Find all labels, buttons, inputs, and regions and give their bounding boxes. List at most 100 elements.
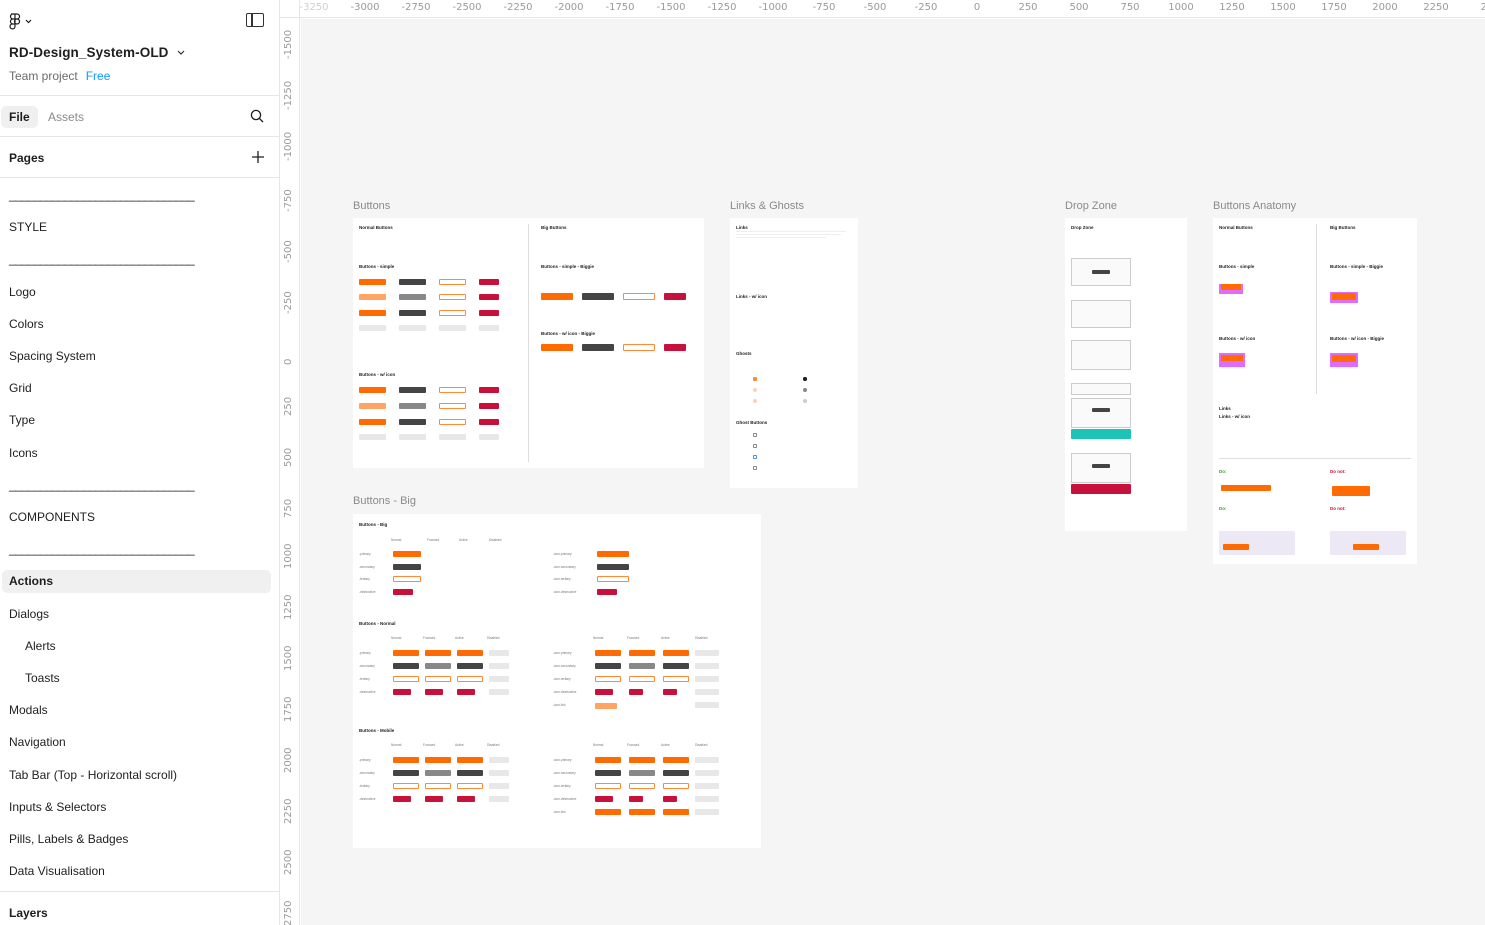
ruler-tick-label: 750 xyxy=(283,498,294,518)
sample-button xyxy=(663,783,689,789)
sample-button xyxy=(439,387,466,393)
sample-button xyxy=(425,689,443,695)
sample-button xyxy=(695,663,719,669)
design-canvas[interactable]: Buttons Normal Buttons Big Buttons Butto… xyxy=(301,19,1485,925)
file-header: RD-Design_System-OLD Team project Free xyxy=(0,0,279,96)
row-label: -icon-primary xyxy=(553,552,572,556)
page-item-alerts[interactable]: Alerts xyxy=(25,638,56,653)
frame-label-buttons[interactable]: Buttons xyxy=(353,200,391,212)
tab-assets[interactable]: Assets xyxy=(48,110,85,124)
sample-button xyxy=(664,344,686,351)
col-header: Disabled xyxy=(695,743,708,747)
sample-button xyxy=(457,770,483,776)
file-title[interactable]: RD-Design_System-OLD xyxy=(9,45,169,60)
search-icon[interactable] xyxy=(250,109,264,123)
big-buttons-heading: Big Buttons xyxy=(541,225,567,230)
ruler-tick-label: -250 xyxy=(914,2,938,13)
page-divider: ______________________________ xyxy=(9,188,195,202)
page-item-logo[interactable]: Logo xyxy=(9,284,36,299)
toggle-sidebar-icon[interactable] xyxy=(246,13,264,27)
page-item-toasts[interactable]: Toasts xyxy=(25,671,60,685)
page-item-actions[interactable]: Actions xyxy=(2,570,271,594)
add-page-plus-icon[interactable] xyxy=(251,150,265,164)
row-label: -icon-secondary xyxy=(553,771,576,775)
ruler-tick-label: -1500 xyxy=(283,29,294,59)
sample-button xyxy=(399,434,426,440)
page-item-spacing-system[interactable]: Spacing System xyxy=(9,349,96,363)
sample-button xyxy=(425,663,451,669)
sample-button xyxy=(393,551,421,557)
frame-label-drop-zone[interactable]: Drop Zone xyxy=(1065,200,1117,212)
page-item-navigation[interactable]: Navigation xyxy=(9,735,66,750)
page-item-type[interactable]: Type xyxy=(9,413,36,428)
page-item-components[interactable]: COMPONENTS xyxy=(9,510,96,524)
page-divider: ______________________________ xyxy=(9,252,195,267)
frame-links-ghosts[interactable]: Links Links - w/ icon Ghosts Ghost Butto… xyxy=(730,218,858,488)
sample-button xyxy=(479,403,499,409)
sample-button xyxy=(399,310,426,316)
sample-button xyxy=(695,702,719,708)
file-menu-chevron-icon[interactable] xyxy=(177,50,185,56)
frame-drop-zone[interactable]: Drop Zone xyxy=(1065,218,1187,531)
sample-button xyxy=(1092,270,1110,274)
col-header: Active xyxy=(661,636,670,640)
row-label: -tertiary xyxy=(359,784,370,788)
page-item-modals[interactable]: Modals xyxy=(9,703,48,718)
section-big-heading: Buttons - Big xyxy=(359,522,388,527)
sample-button xyxy=(457,650,483,656)
sample-button xyxy=(1221,355,1243,361)
drop-zone-heading: Drop Zone xyxy=(1071,225,1094,230)
anatomy-icon-biggie-heading: Buttons - w/ icon - Biggie xyxy=(1330,336,1384,341)
sample-button xyxy=(629,809,655,815)
ruler-tick-label: -2000 xyxy=(554,2,584,13)
anatomy-links-heading: Links xyxy=(1219,406,1231,411)
sample-button xyxy=(1223,544,1249,550)
ghost-icon xyxy=(753,433,757,437)
page-item-pills-labels-badges[interactable]: Pills, Labels & Badges xyxy=(9,832,129,846)
plan-badge[interactable]: Free xyxy=(85,69,111,83)
frame-label-buttons-anatomy[interactable]: Buttons Anatomy xyxy=(1213,200,1297,212)
sample-button xyxy=(457,663,483,669)
main-menu-button[interactable] xyxy=(9,12,41,30)
success-toast-sample xyxy=(1071,429,1131,439)
layers-title: Layers xyxy=(9,906,48,920)
frame-label-buttons-big[interactable]: Buttons - Big xyxy=(353,495,416,507)
frame-buttons[interactable]: Normal Buttons Big Buttons Buttons - sim… xyxy=(353,218,704,468)
page-item-icons[interactable]: Icons xyxy=(9,445,38,460)
page-item-tab-bar-top-horizontal-scroll[interactable]: Tab Bar (Top - Horizontal scroll) xyxy=(9,767,178,782)
do-heading-2: Do: xyxy=(1219,506,1227,511)
sample-button xyxy=(457,783,483,789)
sample-button xyxy=(629,757,655,763)
frame-label-links-ghosts[interactable]: Links & Ghosts xyxy=(730,200,804,212)
frame-divider xyxy=(1219,458,1411,459)
tab-file[interactable]: File xyxy=(1,106,38,128)
col-header: Normal xyxy=(593,636,604,640)
col-header: Disabled xyxy=(487,636,500,640)
page-item-style[interactable]: STYLE xyxy=(9,220,48,235)
ruler-tick-label: -250 xyxy=(283,291,294,314)
page-item-grid[interactable]: Grid xyxy=(9,381,32,396)
pages-title: Pages xyxy=(9,151,45,165)
page-item-colors[interactable]: Colors xyxy=(9,316,44,331)
page-item-dialogs[interactable]: Dialogs xyxy=(9,606,50,621)
row-label: -icon-destructive xyxy=(553,589,577,594)
page-item-inputs-selectors[interactable]: Inputs & Selectors xyxy=(9,799,107,814)
sample-button xyxy=(663,757,689,763)
frame-buttons-anatomy[interactable]: Normal Buttons Big Buttons Buttons - sim… xyxy=(1213,218,1417,564)
ruler-tick-label: -750 xyxy=(283,189,294,212)
buttons-w-icon-biggie-heading: Buttons - w/ icon - Biggie xyxy=(541,331,595,336)
ruler-tick-label: 2750 xyxy=(283,900,294,925)
sample-button xyxy=(663,650,689,656)
sample-button xyxy=(439,434,466,440)
frame-buttons-big[interactable]: Buttons - Big Buttons - Normal Buttons -… xyxy=(353,514,761,848)
page-item-data-visualisation[interactable]: Data Visualisation xyxy=(9,864,105,879)
drop-zone-sample xyxy=(1071,258,1131,286)
anatomy-links-icon-heading: Links - w/ icon xyxy=(1219,414,1251,419)
ruler-tick-label: 1750 xyxy=(283,696,294,722)
sample-button xyxy=(663,809,689,815)
col-header: Normal xyxy=(391,743,402,747)
sample-button xyxy=(1353,544,1379,550)
sample-button xyxy=(595,650,621,656)
row-label: -tertiary xyxy=(359,677,370,681)
sample-button xyxy=(393,770,419,776)
